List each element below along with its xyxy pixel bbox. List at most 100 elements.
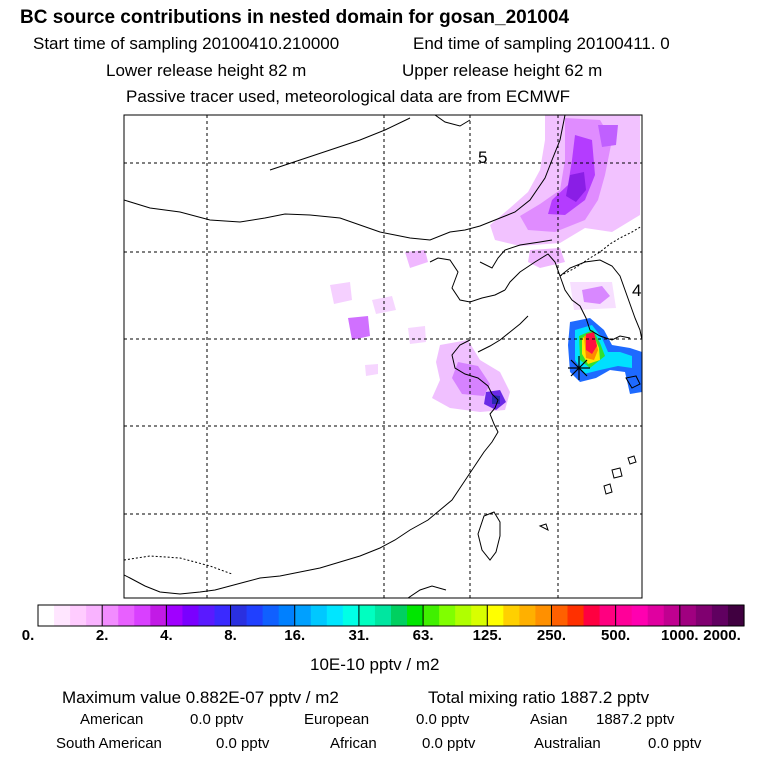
colorbar-swatch bbox=[102, 605, 119, 626]
grid-label-5: 5 bbox=[478, 148, 487, 167]
colorbar-swatch bbox=[727, 605, 745, 626]
plume-north-dark bbox=[566, 172, 586, 202]
colorbar-swatch bbox=[38, 605, 55, 626]
colorbar-swatch bbox=[551, 605, 569, 626]
colorbar-swatch bbox=[631, 605, 649, 626]
map-grid bbox=[124, 115, 642, 598]
borders bbox=[124, 225, 642, 575]
colorbar-swatch bbox=[342, 605, 360, 626]
patch-korea-light bbox=[570, 282, 616, 310]
maximum-value: Maximum value 0.882E-07 pptv / m2 bbox=[62, 688, 339, 707]
colorbar-swatch bbox=[615, 605, 633, 626]
colorbar-swatch bbox=[711, 605, 729, 626]
colorbar-swatch bbox=[182, 605, 200, 626]
colorbar-tick-label: 1000. bbox=[661, 627, 699, 644]
colorbar-swatch bbox=[134, 605, 151, 626]
total-mixing-ratio: Total mixing ratio 1887.2 pptv bbox=[428, 688, 650, 707]
colorbar-swatch bbox=[54, 605, 71, 626]
colorbar-tick-label: 2000. bbox=[703, 627, 741, 644]
colorbar-swatch bbox=[230, 605, 248, 626]
patch-e bbox=[372, 296, 396, 314]
coastlines bbox=[124, 115, 642, 598]
patch-d bbox=[348, 316, 370, 340]
colorbar-swatch bbox=[407, 605, 424, 626]
colorbar-swatch bbox=[150, 605, 167, 626]
patch-a bbox=[405, 250, 428, 268]
colorbar-swatch bbox=[599, 605, 617, 626]
colorbar-swatch bbox=[535, 605, 553, 626]
colorbar-tick-label: 16. bbox=[284, 627, 306, 644]
colorbar-swatch bbox=[439, 605, 456, 626]
colorbar-swatch bbox=[487, 605, 504, 626]
plume-north-tip bbox=[598, 125, 618, 147]
colorbar-tick-label: 125. bbox=[472, 627, 502, 644]
colorbar-swatch bbox=[423, 605, 440, 626]
region-value: 0.0 pptv bbox=[416, 711, 470, 728]
colorbar-tick-label: 4. bbox=[160, 627, 173, 644]
colorbar-tick-label: 8. bbox=[224, 627, 237, 644]
colorbar-tick-label: 2. bbox=[95, 627, 109, 644]
plume-east-china-mid bbox=[452, 362, 490, 396]
region-name: European bbox=[304, 711, 370, 728]
region-name: American bbox=[80, 711, 144, 728]
colorbar-swatch bbox=[455, 605, 472, 626]
colorbar-swatch bbox=[471, 605, 488, 626]
colorbar-swatch bbox=[583, 605, 601, 626]
colorbar-swatch bbox=[118, 605, 135, 626]
colorbar-swatch bbox=[695, 605, 713, 626]
colorbar-swatch bbox=[519, 605, 537, 626]
colorbar-swatch bbox=[679, 605, 697, 626]
colorbar-swatch bbox=[278, 605, 296, 626]
colorbar-swatch bbox=[326, 605, 344, 626]
colorbar-swatch bbox=[374, 605, 392, 626]
lower-release-label: Lower release height 82 m bbox=[106, 61, 307, 80]
patch-g bbox=[365, 364, 378, 376]
colorbar-tick-label: 0. bbox=[21, 627, 35, 644]
colorbar-swatch bbox=[663, 605, 681, 626]
colorbar-swatch bbox=[166, 605, 184, 626]
colorbar-tick-label: 31. bbox=[348, 627, 370, 644]
page-title: BC source contributions in nested domain… bbox=[20, 7, 570, 28]
colorbar-swatch bbox=[86, 605, 103, 626]
receptor-star-icon bbox=[568, 356, 590, 380]
region-name: Australian bbox=[534, 735, 601, 752]
region-value: 1887.2 pptv bbox=[596, 711, 675, 728]
end-time-label: End time of sampling 20100411. 0 bbox=[413, 34, 670, 53]
colorbar-tick-label: 250. bbox=[536, 627, 567, 644]
region-value: 0.0 pptv bbox=[422, 735, 476, 752]
colorbar-swatch bbox=[214, 605, 232, 626]
patch-f bbox=[408, 326, 426, 344]
colorbar-swatch bbox=[198, 605, 216, 626]
concentration-field bbox=[330, 115, 642, 412]
patch-b bbox=[528, 248, 565, 268]
colorbar-swatch bbox=[246, 605, 264, 626]
region-name: Asian bbox=[530, 711, 568, 728]
colorbar-tick-label: 500. bbox=[601, 627, 631, 644]
colorbar-swatch bbox=[310, 605, 328, 626]
colorbar-swatch bbox=[503, 605, 520, 626]
hot-red bbox=[586, 332, 597, 354]
patch-c bbox=[330, 282, 352, 304]
grid-label-4: 4 bbox=[632, 281, 641, 300]
colorbar-frame bbox=[37, 604, 745, 627]
region-name: South American bbox=[56, 735, 162, 752]
region-name: African bbox=[330, 735, 377, 752]
colorbar-swatch bbox=[391, 605, 408, 626]
colorbar-swatch bbox=[294, 605, 312, 626]
map-frame bbox=[123, 114, 643, 599]
region-value: 0.0 pptv bbox=[190, 711, 244, 728]
colorbar-swatch bbox=[647, 605, 665, 626]
colorbar-swatch bbox=[567, 605, 585, 626]
tracer-note: Passive tracer used, meteorological data… bbox=[126, 87, 571, 106]
start-time-label: Start time of sampling 20100410.210000 bbox=[33, 34, 340, 53]
colorbar bbox=[37, 604, 745, 627]
colorbar-swatch bbox=[358, 605, 376, 626]
plume-shanghai-core bbox=[492, 395, 500, 404]
region-value: 0.0 pptv bbox=[216, 735, 270, 752]
colorbar-swatch bbox=[70, 605, 87, 626]
colorbar-tick-label: 63. bbox=[412, 627, 434, 644]
colorbar-swatch bbox=[262, 605, 280, 626]
colorbar-unit: 10E-10 pptv / m2 bbox=[310, 655, 440, 674]
upper-release-label: Upper release height 62 m bbox=[402, 61, 603, 80]
